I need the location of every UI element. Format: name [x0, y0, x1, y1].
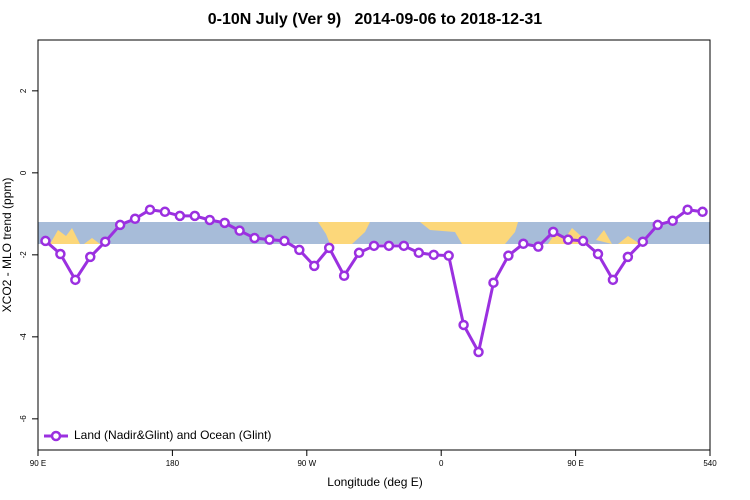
plot-frame: [37, 39, 711, 451]
data-point: [383, 240, 395, 252]
y-tick-label: -4: [19, 333, 28, 341]
x-tick-label: 90 E: [567, 459, 583, 468]
data-point: [562, 234, 574, 245]
x-axis-label: Longitude (deg E): [327, 475, 422, 489]
x-tick-label: 90 W: [297, 459, 316, 468]
data-point: [70, 274, 81, 286]
data-point: [323, 242, 335, 254]
data-point: [458, 319, 469, 331]
y-axis-label: XCO2 - MLO trend (ppm): [0, 178, 14, 313]
legend-label: Land (Nadir&Glint) and Ocean (Glint): [74, 428, 271, 442]
legend-marker: [50, 430, 62, 442]
data-point: [413, 247, 425, 259]
y-tick-label: 0: [19, 170, 28, 175]
data-point: [682, 204, 693, 215]
data-point: [577, 235, 589, 247]
chart-title: 0-10N July (Ver 9) 2014-09-06 to 2018-12…: [208, 11, 543, 28]
data-point: [85, 251, 96, 263]
data-point: [353, 247, 365, 259]
data-point: [204, 214, 215, 226]
data-point: [592, 248, 604, 260]
y-tick-label: -6: [19, 415, 28, 423]
data-point: [533, 241, 544, 252]
data-point: [264, 234, 275, 245]
data-point: [428, 249, 439, 261]
data-point: [488, 277, 499, 288]
data-point: [309, 260, 320, 272]
data-point: [607, 274, 619, 286]
data-point: [114, 219, 126, 231]
data-point: [99, 236, 111, 247]
data-point: [637, 236, 649, 247]
data-point: [144, 204, 156, 215]
x-tick-label: 180: [166, 459, 180, 468]
x-tick-label: 540: [703, 459, 717, 468]
x-tick-label: 90 E: [30, 459, 46, 468]
data-point: [338, 270, 350, 281]
data-point: [40, 235, 51, 247]
data-point: [443, 250, 454, 261]
data-point: [129, 213, 141, 225]
y-tick-label: 2: [19, 88, 28, 93]
data-point: [279, 235, 290, 247]
data-point: [159, 206, 171, 218]
data-point: [473, 346, 484, 358]
data-point: [294, 244, 305, 256]
data-point: [398, 240, 410, 252]
data-point: [174, 210, 186, 222]
data-point: [219, 217, 230, 229]
data-point: [667, 215, 678, 227]
data-point: [368, 240, 380, 252]
data-point: [234, 225, 245, 236]
data-point: [518, 238, 529, 250]
data-point: [249, 232, 260, 244]
data-point: [652, 219, 663, 231]
y-tick-label: -2: [19, 251, 28, 259]
data-point: [55, 248, 66, 260]
data-point: [622, 251, 634, 263]
data-point: [547, 226, 559, 238]
data-point: [697, 206, 708, 218]
map-strip: [38, 222, 710, 244]
data-point: [189, 210, 201, 222]
x-tick-label: 0: [439, 459, 444, 468]
data-point: [503, 250, 514, 261]
